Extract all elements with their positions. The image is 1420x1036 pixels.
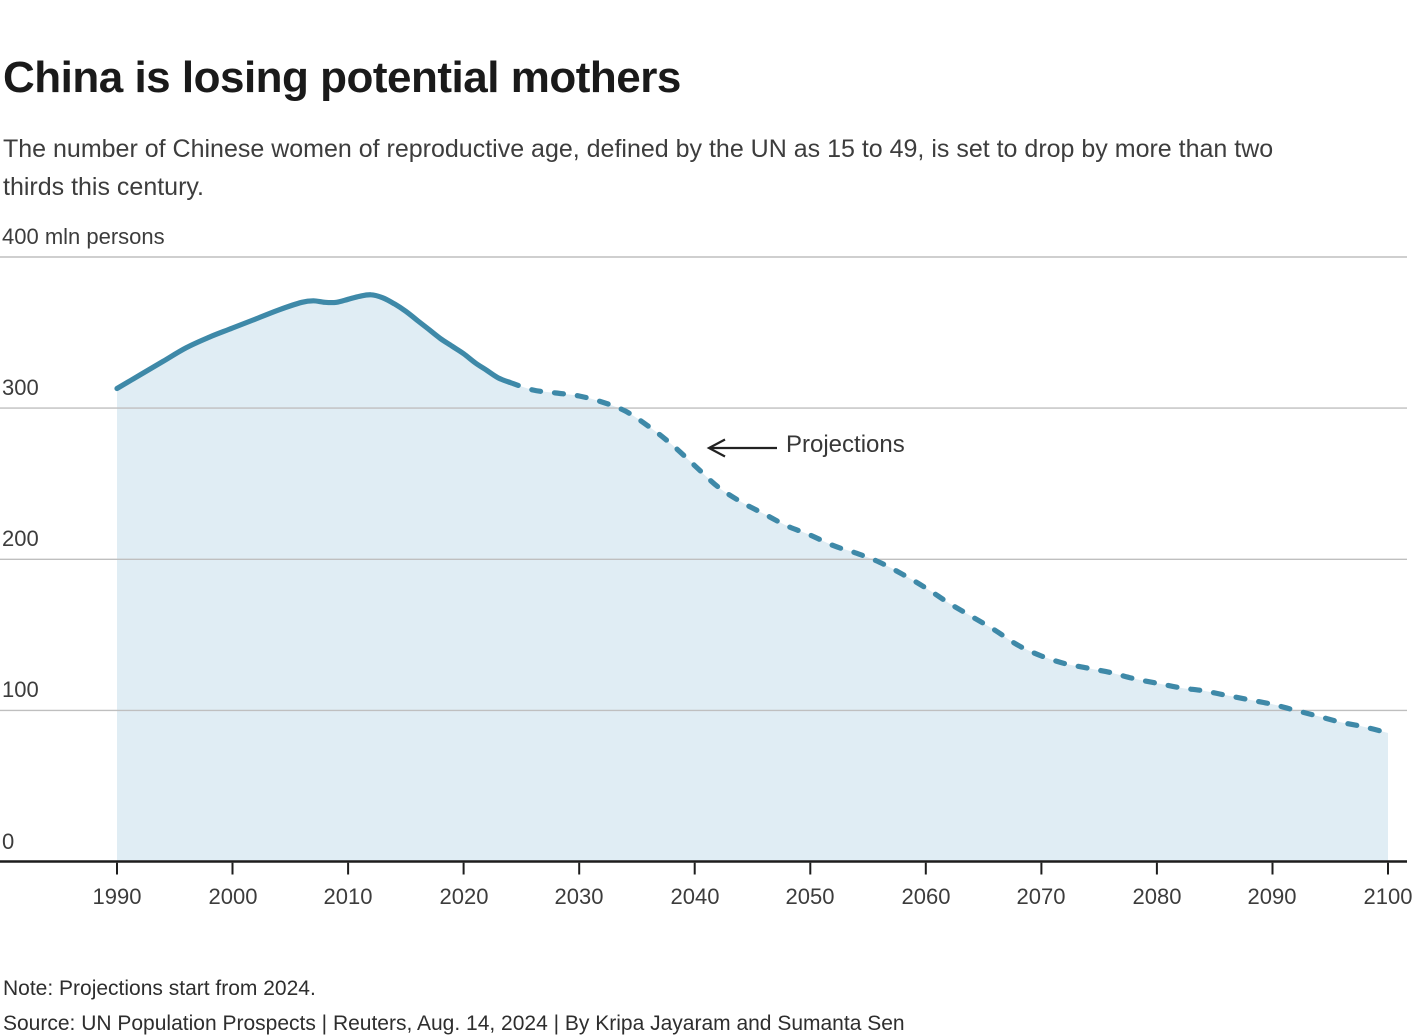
x-axis-label: 2000 [208, 884, 258, 909]
page-subtitle: The number of Chinese women of reproduct… [3, 135, 1274, 201]
x-axis-label: 2030 [554, 884, 604, 909]
chart-note: Note: Projections start from 2024. [3, 977, 316, 1000]
x-axis-label: 2010 [323, 884, 373, 909]
x-axis-label: 2090 [1247, 884, 1297, 909]
y-axis-label: 0 [2, 829, 15, 854]
projection-line [507, 379, 1391, 736]
left-arrow-icon [706, 438, 726, 458]
x-axis-label: 2100 [1363, 884, 1413, 909]
x-axis-label: 2060 [901, 884, 951, 909]
x-axis-label: 2040 [670, 884, 720, 909]
page-title: China is losing potential mothers [3, 53, 681, 103]
history-line [114, 292, 513, 392]
chart-source: Source: UN Population Prospects | Reuter… [3, 1012, 905, 1035]
x-axis-label: 2080 [1132, 884, 1182, 909]
area-fill [117, 294, 1388, 862]
x-axis-label: 2020 [439, 884, 489, 909]
y-axis-label: 400 mln persons [2, 224, 165, 249]
x-axis-label: 2050 [785, 884, 835, 909]
x-axis-label: 1990 [92, 884, 142, 909]
projections-annotation: Projections [786, 431, 905, 458]
x-axis-label: 2070 [1016, 884, 1066, 909]
y-axis-label: 300 [2, 375, 39, 400]
y-axis-label: 200 [2, 526, 39, 551]
y-axis-label: 100 [2, 677, 39, 702]
